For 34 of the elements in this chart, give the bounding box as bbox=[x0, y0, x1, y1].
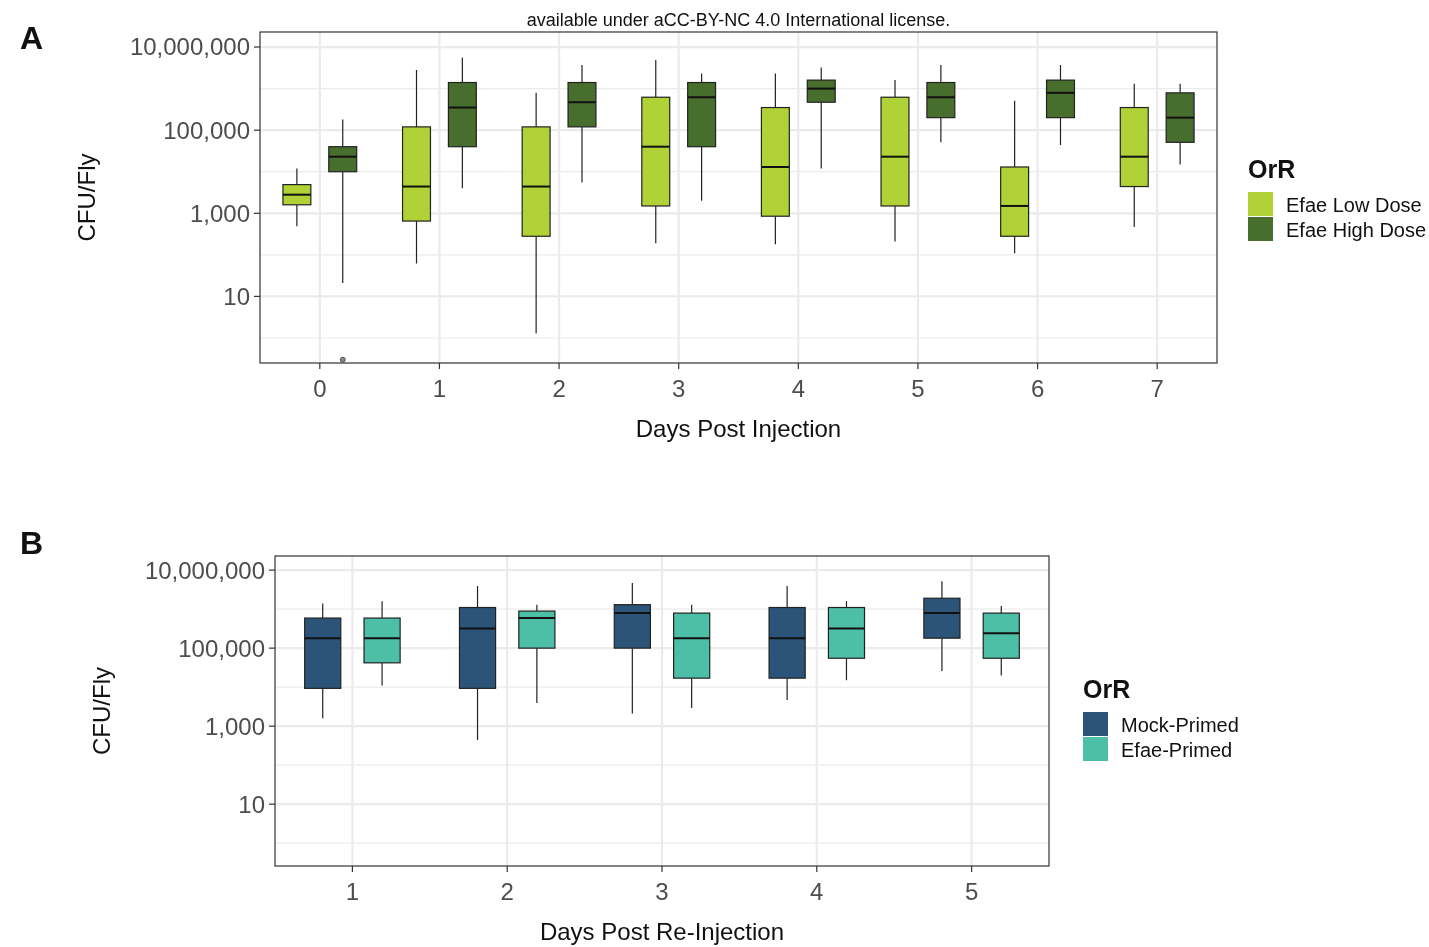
y-tick-label: 10,000,000 bbox=[144, 556, 265, 584]
legend-title: OrR bbox=[1083, 675, 1131, 703]
x-axis-title: Days Post Re-Injection bbox=[539, 918, 785, 945]
y-tick-label: 1,000 bbox=[189, 199, 250, 227]
chart-title: A bbox=[20, 20, 44, 56]
y-tick-label: 100,000 bbox=[178, 634, 265, 662]
x-tick-label: 2 bbox=[500, 878, 514, 905]
y-tick-label: 1,000 bbox=[204, 712, 265, 740]
legend-title: OrR bbox=[1248, 155, 1296, 183]
legend-label: Mock-Primed bbox=[1121, 714, 1239, 736]
x-tick-label: 3 bbox=[672, 375, 686, 402]
y-tick-label: 10,000,000 bbox=[129, 33, 250, 61]
x-tick-label: 1 bbox=[432, 375, 447, 402]
x-tick-label: 4 bbox=[791, 375, 805, 402]
x-tick-label: 5 bbox=[964, 878, 979, 905]
x-tick-label: 1 bbox=[345, 878, 360, 905]
x-axis-title: Days Post Injection bbox=[635, 415, 842, 442]
legend-label: Efae-Primed bbox=[1121, 739, 1233, 761]
y-tick-label: 10 bbox=[223, 282, 250, 310]
x-tick-label: 2 bbox=[552, 375, 566, 402]
y-axis-title: CFU/Fly bbox=[88, 667, 115, 755]
x-tick-label: 0 bbox=[313, 375, 327, 402]
chart-title: B bbox=[20, 525, 44, 561]
x-tick-label: 3 bbox=[655, 878, 669, 905]
y-tick-label: 100,000 bbox=[163, 116, 250, 144]
legend-label: Efae High Dose bbox=[1286, 219, 1427, 241]
y-tick-label: 10 bbox=[238, 790, 265, 818]
x-tick-label: 5 bbox=[911, 375, 925, 402]
x-tick-label: 4 bbox=[810, 878, 824, 905]
legend-label: Efae Low Dose bbox=[1286, 194, 1422, 216]
x-tick-label: 6 bbox=[1030, 375, 1045, 402]
y-axis-title: CFU/Fly bbox=[73, 153, 100, 242]
text: available under aCC-BY-NC 4.0 International license. bbox=[526, 10, 951, 30]
x-tick-label: 7 bbox=[1150, 375, 1164, 402]
